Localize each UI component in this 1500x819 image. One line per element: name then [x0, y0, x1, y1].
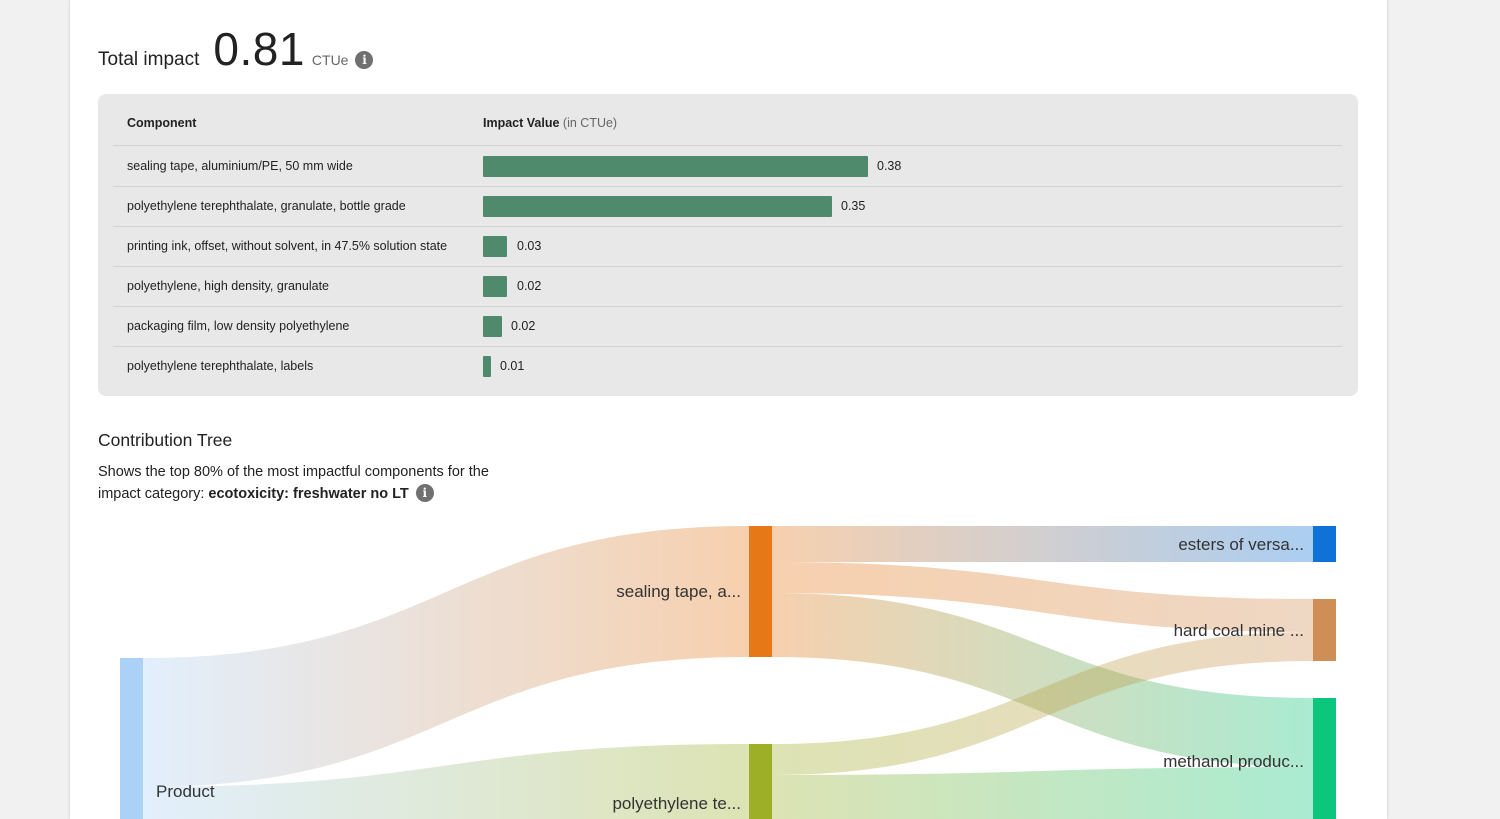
sankey-node-methanol[interactable]	[1313, 698, 1336, 819]
column-header-component: Component	[127, 116, 197, 130]
total-impact-unit: CTUe	[311, 52, 349, 68]
impact-bar	[483, 316, 502, 337]
column-header-impact-label: Impact Value	[483, 116, 560, 130]
contribution-tree-description: Shows the top 80% of the most impactful …	[98, 461, 518, 505]
sankey-link	[143, 526, 749, 787]
component-name: polyethylene terephthalate, granulate, b…	[127, 199, 406, 213]
component-name: polyethylene, high density, granulate	[127, 279, 329, 293]
sankey-node-esters[interactable]	[1313, 526, 1336, 562]
sankey-node-product[interactable]	[120, 658, 143, 819]
results-card: Total impact 0.81 CTUe i Component Impac…	[70, 0, 1387, 819]
column-header-impact-unit: (in CTUe)	[562, 116, 618, 130]
table-row: polyethylene, high density, granulate 0.…	[113, 267, 1342, 307]
table-header: Component Impact Value (in CTUe)	[113, 94, 1342, 146]
description-text: Shows the top 80% of the most impactful …	[98, 464, 489, 502]
sankey-label-sealing-tape: sealing tape, a...	[616, 582, 741, 601]
sankey-link	[772, 526, 1313, 562]
impact-bar	[483, 236, 507, 257]
sankey-node-sealing-tape[interactable]	[749, 526, 772, 657]
sankey-node-hard-coal[interactable]	[1313, 599, 1336, 661]
sankey-label-polyethylene: polyethylene te...	[612, 794, 741, 813]
impact-bar	[483, 276, 507, 297]
impact-table: Component Impact Value (in CTUe) sealing…	[98, 94, 1358, 396]
total-impact: Total impact 0.81 CTUe i	[98, 22, 374, 78]
impact-value: 0.01	[500, 359, 525, 373]
sankey-link	[772, 632, 1313, 775]
component-name: printing ink, offset, without solvent, i…	[127, 239, 448, 253]
impact-bar	[483, 196, 832, 217]
impact-value: 0.38	[877, 159, 902, 173]
component-name: polyethylene terephthalate, labels	[127, 359, 314, 373]
component-name: packaging film, low density polyethylene	[127, 319, 350, 333]
sankey-node-polyethylene[interactable]	[749, 744, 772, 819]
table-row: packaging film, low density polyethylene…	[113, 307, 1342, 347]
table-row: printing ink, offset, without solvent, i…	[113, 227, 1342, 267]
sankey-label-product: Product	[156, 782, 215, 801]
component-name: sealing tape, aluminium/PE, 50 mm wide	[127, 159, 353, 173]
impact-category: ecotoxicity: freshwater no LT	[208, 486, 409, 502]
table-row: polyethylene terephthalate, labels 0.01	[113, 347, 1342, 387]
sankey-link	[772, 767, 1313, 819]
sankey-label-methanol: methanol produc...	[1163, 752, 1304, 771]
impact-value: 0.02	[511, 319, 536, 333]
sankey-link	[143, 744, 749, 819]
impact-value: 0.03	[517, 239, 542, 253]
info-icon[interactable]: i	[415, 484, 434, 503]
sankey-label-esters: esters of versa...	[1178, 535, 1304, 554]
impact-value: 0.02	[517, 279, 542, 293]
sankey-label-hard-coal: hard coal mine ...	[1174, 621, 1304, 640]
total-impact-value: 0.81	[213, 23, 305, 75]
impact-bar	[483, 356, 491, 377]
contribution-tree-sankey: Product sealing tape, a... polyethylene …	[120, 526, 1336, 819]
column-header-impact: Impact Value (in CTUe)	[483, 116, 617, 130]
table-row: sealing tape, aluminium/PE, 50 mm wide 0…	[113, 147, 1342, 187]
table-row: polyethylene terephthalate, granulate, b…	[113, 187, 1342, 227]
info-icon[interactable]: i	[355, 51, 374, 69]
impact-bar	[483, 156, 868, 177]
contribution-tree-title: Contribution Tree	[98, 430, 233, 450]
impact-value: 0.35	[841, 199, 866, 213]
sankey-link	[772, 593, 1313, 767]
total-impact-label: Total impact	[98, 49, 200, 70]
sankey-link	[772, 562, 1313, 632]
